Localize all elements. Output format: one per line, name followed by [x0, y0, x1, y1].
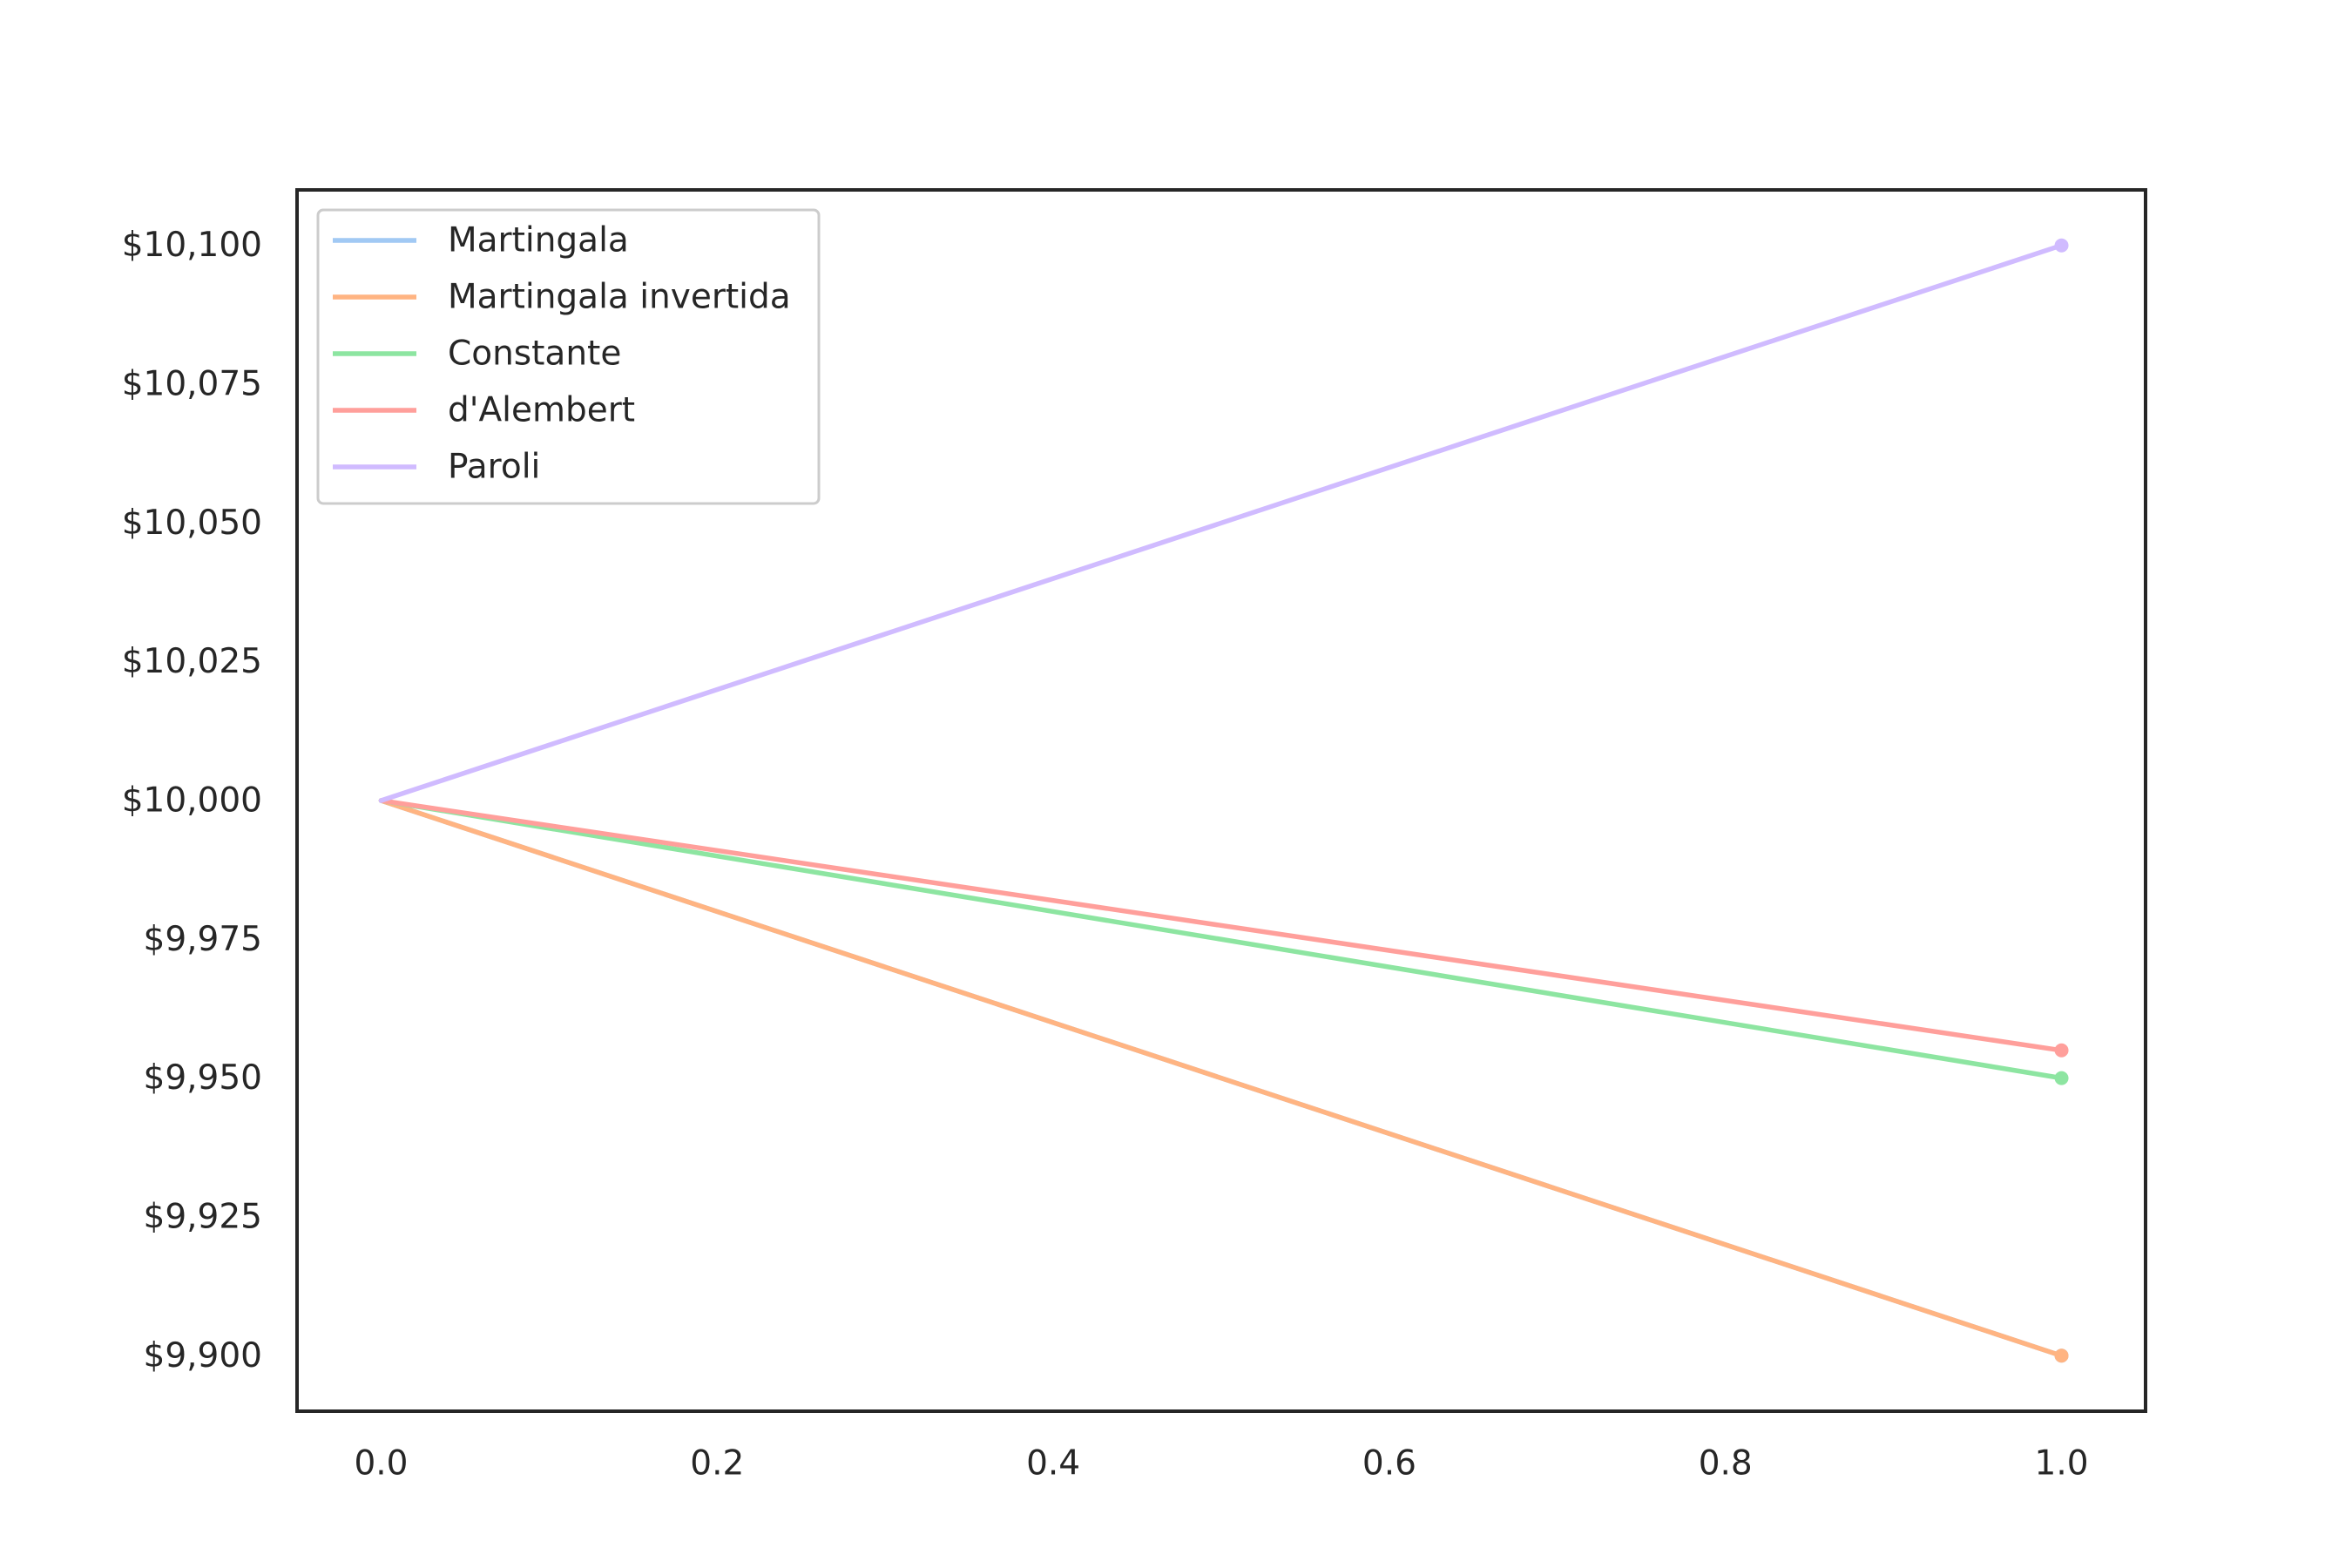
y-tick-label: $10,000	[122, 781, 262, 821]
series-marker-d-alembert	[2054, 1043, 2069, 1058]
y-tick-label: $9,975	[144, 920, 262, 959]
x-tick-label: 0.8	[1699, 1444, 1753, 1484]
legend-label-d-alembert: d'Alembert	[448, 391, 635, 430]
y-tick-label: $9,925	[144, 1197, 262, 1236]
y-tick-label: $10,050	[122, 504, 262, 543]
y-tick-label: $10,025	[122, 642, 262, 681]
y-axis-tick-labels: $9,900 $9,925 $9,950 $9,975 $10,000 $10,025 $1…	[122, 226, 262, 1375]
legend-label-martingala-invertida: Martingala invertida	[448, 278, 791, 317]
series-line-paroli	[378, 242, 2065, 803]
legend-box	[316, 208, 821, 505]
series-layer	[378, 238, 2069, 1363]
legend-label-paroli: Paroli	[448, 448, 540, 487]
y-tick-label: $10,100	[122, 226, 262, 265]
x-tick-label: 0.2	[690, 1444, 744, 1484]
series-line-d-alembert	[378, 798, 2065, 1053]
series-marker-martingala-invertida	[2054, 1348, 2069, 1363]
legend-label-martingala: Martingala	[448, 221, 629, 260]
x-tick-label: 1.0	[2035, 1444, 2089, 1484]
legend: Martingala Martingala invertida Constante d…	[316, 208, 821, 505]
series-line-martingala-invertida	[378, 798, 2065, 1359]
x-axis-tick-labels: 0.0 0.2 0.4 0.6 0.8 1.0	[354, 1444, 2088, 1484]
series-marker-paroli	[2054, 238, 2069, 253]
legend-label-constante: Constante	[448, 335, 621, 374]
plot-frame	[295, 188, 2147, 1413]
x-tick-label: 0.0	[354, 1444, 408, 1484]
series-line-constante	[378, 798, 2065, 1081]
y-tick-label: $10,075	[122, 365, 262, 404]
y-tick-label: $9,950	[144, 1058, 262, 1098]
x-tick-label: 0.4	[1026, 1444, 1080, 1484]
y-tick-label: $9,900	[144, 1336, 262, 1375]
series-marker-constante	[2054, 1071, 2069, 1085]
x-tick-label: 0.6	[1362, 1444, 1416, 1484]
